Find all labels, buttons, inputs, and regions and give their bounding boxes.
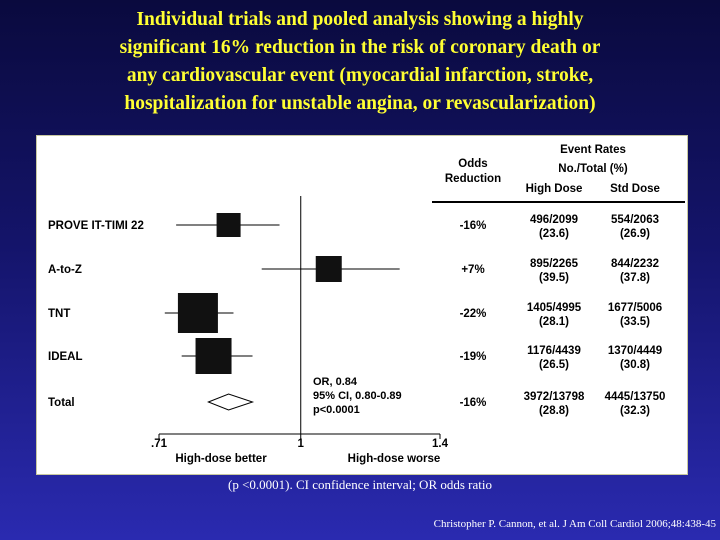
x-tick-label: 1.4 xyxy=(432,438,449,450)
header-event-rates: Event Rates xyxy=(560,144,626,156)
total-std-dose-count: 4445/13750 xyxy=(605,391,666,403)
odds-reduction-value: -16% xyxy=(460,220,487,232)
total-high-dose-count: 3972/13798 xyxy=(524,391,585,403)
total-annotation-or: OR, 0.84 xyxy=(313,376,358,388)
x-label-left: High-dose better xyxy=(175,453,267,465)
high-dose-count: 1405/4995 xyxy=(527,302,582,314)
std-dose-count: 1370/4449 xyxy=(608,345,662,357)
forest-plot: Event Rates No./Total (%) Odds Reduction… xyxy=(48,144,685,465)
high-dose-count: 496/2099 xyxy=(530,214,578,226)
point-estimate-box xyxy=(216,213,241,237)
header-odds: Odds xyxy=(458,158,487,170)
high-dose-pct: (26.5) xyxy=(539,359,569,371)
study-name: A-to-Z xyxy=(48,264,82,276)
odds-reduction-value: -19% xyxy=(460,351,487,363)
point-estimate-box xyxy=(177,293,218,333)
header-std-dose: Std Dose xyxy=(610,183,660,195)
x-label-right: High-dose worse xyxy=(348,453,441,465)
odds-reduction-value: +7% xyxy=(461,264,484,276)
study-name: PROVE IT-TIMI 22 xyxy=(48,220,144,232)
std-dose-count: 554/2063 xyxy=(611,214,659,226)
std-dose-pct: (37.8) xyxy=(620,272,650,284)
std-dose-pct: (33.5) xyxy=(620,316,650,328)
point-estimate-box xyxy=(195,338,232,374)
header-reduction: Reduction xyxy=(445,173,501,185)
high-dose-pct: (39.5) xyxy=(539,272,569,284)
std-dose-pct: (30.8) xyxy=(620,359,650,371)
total-high-dose-pct: (28.8) xyxy=(539,405,569,417)
pooled-diamond xyxy=(207,393,255,411)
total-name: Total xyxy=(48,397,75,409)
x-tick-label: .71 xyxy=(151,438,168,450)
high-dose-pct: (23.6) xyxy=(539,228,569,240)
slide-title: Individual trials and pooled analysis sh… xyxy=(20,6,700,118)
high-dose-pct: (28.1) xyxy=(539,316,569,328)
high-dose-count: 895/2265 xyxy=(530,258,579,270)
citation: Christopher P. Cannon, et al. J Am Coll … xyxy=(433,518,716,530)
forest-plot-panel: Event Rates No./Total (%) Odds Reduction… xyxy=(36,135,688,475)
std-dose-pct: (26.9) xyxy=(620,228,650,240)
title-line: significant 16% reduction in the risk of… xyxy=(119,37,601,58)
title-line: Individual trials and pooled analysis sh… xyxy=(136,9,584,30)
odds-reduction-value: -22% xyxy=(460,308,487,320)
title-line: any cardiovascular event (myocardial inf… xyxy=(126,65,594,86)
std-dose-count: 1677/5006 xyxy=(608,302,662,314)
study-name: TNT xyxy=(48,308,70,320)
header-high-dose: High Dose xyxy=(526,183,583,195)
high-dose-count: 1176/4439 xyxy=(527,345,581,357)
x-tick-label: 1 xyxy=(298,438,305,450)
study-name: IDEAL xyxy=(48,351,83,363)
total-std-dose-pct: (32.3) xyxy=(620,405,650,417)
total-annotation-ci: 95% CI, 0.80-0.89 xyxy=(313,390,402,402)
std-dose-count: 844/2232 xyxy=(611,258,659,270)
title-line: hospitalization for unstable angina, or … xyxy=(124,93,596,114)
total-odds-reduction: -16% xyxy=(460,397,487,409)
footnote: (p <0.0001). CI confidence interval; OR … xyxy=(227,477,493,492)
header-no-total: No./Total (%) xyxy=(558,163,628,175)
total-annotation-p: p<0.0001 xyxy=(313,404,360,416)
point-estimate-box xyxy=(315,256,342,282)
